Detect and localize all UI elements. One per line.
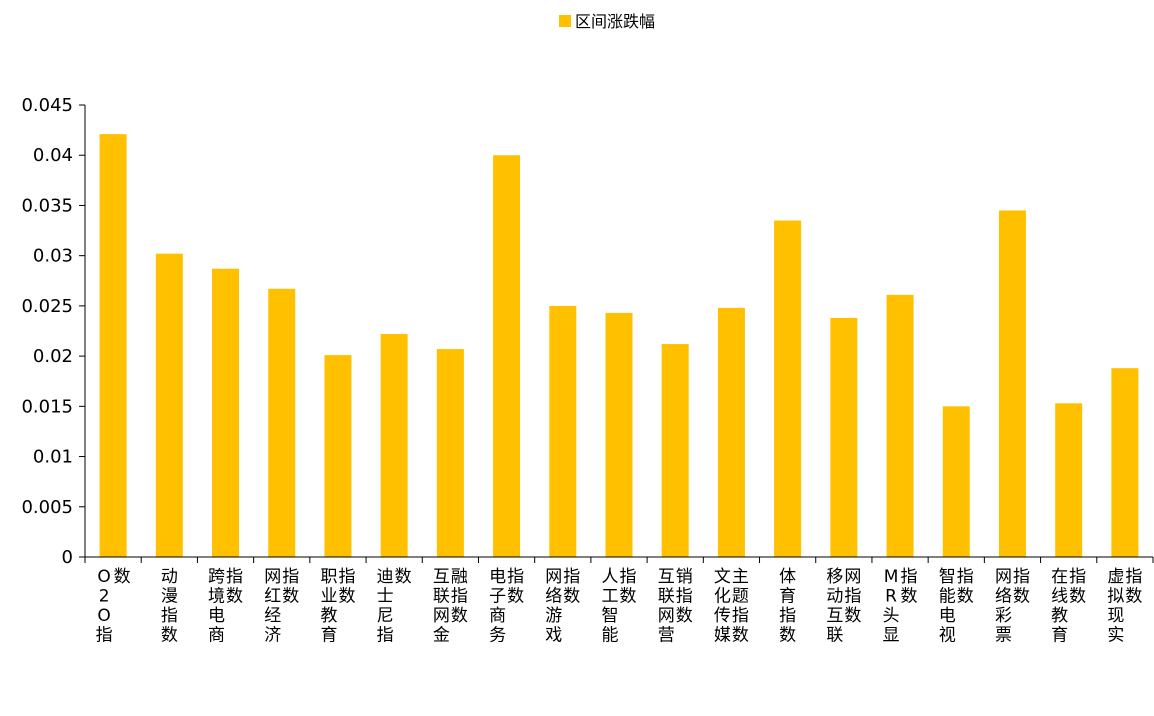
- bar: [942, 406, 970, 557]
- bar: [212, 268, 240, 557]
- x-category-label-text: 电子商务指数: [489, 567, 524, 646]
- x-category-label-text: 网络彩票指数: [995, 567, 1030, 646]
- axes: [84, 105, 1154, 563]
- x-category-label-text: 互联网金融指数: [433, 567, 468, 646]
- x-category-label: 人工智能指数: [602, 567, 637, 646]
- x-category-label-text: 文化传媒主题指数: [714, 567, 749, 646]
- x-category-label: O 2 O 指数: [96, 567, 131, 646]
- x-category-label-text: 跨境电商指数: [208, 567, 243, 646]
- legend-swatch: [559, 15, 571, 27]
- x-category-label: 互联网营销指数: [658, 567, 693, 646]
- bars: [99, 134, 1139, 557]
- x-category-label-text: 人工智能指数: [602, 567, 637, 646]
- bar: [830, 317, 858, 557]
- x-category-label: 网络游戏指数: [545, 567, 580, 646]
- x-category-label-text: 虚拟现实指数: [1107, 567, 1142, 646]
- x-category-label: 文化传媒主题指数: [714, 567, 749, 646]
- y-tick-label: 0.005: [21, 497, 73, 518]
- y-tick-label: 0.02: [33, 346, 73, 367]
- x-category-label-text: O 2 O 指数: [96, 567, 131, 646]
- bar: [155, 253, 183, 557]
- x-category-label: 体育指数: [779, 567, 796, 646]
- x-category-label-text: 网络游戏指数: [545, 567, 580, 646]
- x-category-label: 虚拟现实指数: [1107, 567, 1142, 646]
- bar: [661, 344, 689, 557]
- x-category-label-text: 动漫指数: [161, 567, 178, 646]
- bar: [605, 312, 633, 557]
- legend: 区间涨跌幅: [559, 12, 655, 31]
- x-category-label-text: 在线教育指数: [1051, 567, 1086, 646]
- y-tick-label: 0.035: [21, 195, 73, 216]
- x-category-label: 移动互联网指数: [826, 567, 861, 646]
- y-tick-label: 0: [62, 547, 73, 568]
- x-category-label-text: 移动互联网指数: [826, 567, 861, 646]
- x-category-label: 智能电视指数: [939, 567, 974, 646]
- x-category-label-text: 网红经济指数: [264, 567, 299, 646]
- x-category-label: 在线教育指数: [1051, 567, 1086, 646]
- bar: [998, 210, 1026, 557]
- legend-label: 区间涨跌幅: [575, 12, 655, 31]
- bar: [717, 307, 745, 557]
- y-tick-label: 0.04: [33, 145, 73, 166]
- y-tick-label: 0.015: [21, 396, 73, 417]
- x-category-label: 网络彩票指数: [995, 567, 1030, 646]
- y-axis-ticks: 0 0.005 0.01 0.015 0.02 0.025 0.03 0.035 0.04 0.0…: [21, 95, 85, 568]
- bar: [324, 355, 352, 557]
- bar: [436, 349, 464, 557]
- bar: [886, 294, 914, 557]
- x-category-label: 迪士尼指数: [377, 567, 412, 646]
- x-category-label-text: 职业教育指数: [320, 567, 355, 646]
- bar: [774, 220, 802, 557]
- y-tick-label: 0.045: [21, 95, 73, 116]
- y-tick-label: 0.01: [33, 447, 73, 468]
- x-category-label-text: M R 头显指数: [883, 567, 918, 646]
- x-category-label-text: 互联网营销指数: [658, 567, 693, 646]
- bar: [380, 334, 408, 557]
- x-category-label: 跨境电商指数: [208, 567, 243, 646]
- y-tick-label: 0.025: [21, 296, 73, 317]
- x-category-label-text: 迪士尼指数: [377, 567, 412, 646]
- bar: [549, 305, 577, 557]
- x-category-label: 电子商务指数: [489, 567, 524, 646]
- y-tick-label: 0.03: [33, 246, 73, 267]
- x-category-label: M R 头显指数: [883, 567, 918, 646]
- x-category-label: 互联网金融指数: [433, 567, 468, 646]
- x-category-label: 动漫指数: [161, 567, 178, 646]
- bar: [268, 288, 296, 557]
- x-category-label-text: 体育指数: [779, 567, 796, 646]
- bar: [1055, 403, 1083, 557]
- bar: [1111, 368, 1139, 557]
- x-category-label-text: 智能电视指数: [939, 567, 974, 646]
- x-category-label: 网红经济指数: [264, 567, 299, 646]
- x-category-label: 职业教育指数: [320, 567, 355, 646]
- bar: [493, 155, 521, 557]
- bar: [99, 134, 127, 557]
